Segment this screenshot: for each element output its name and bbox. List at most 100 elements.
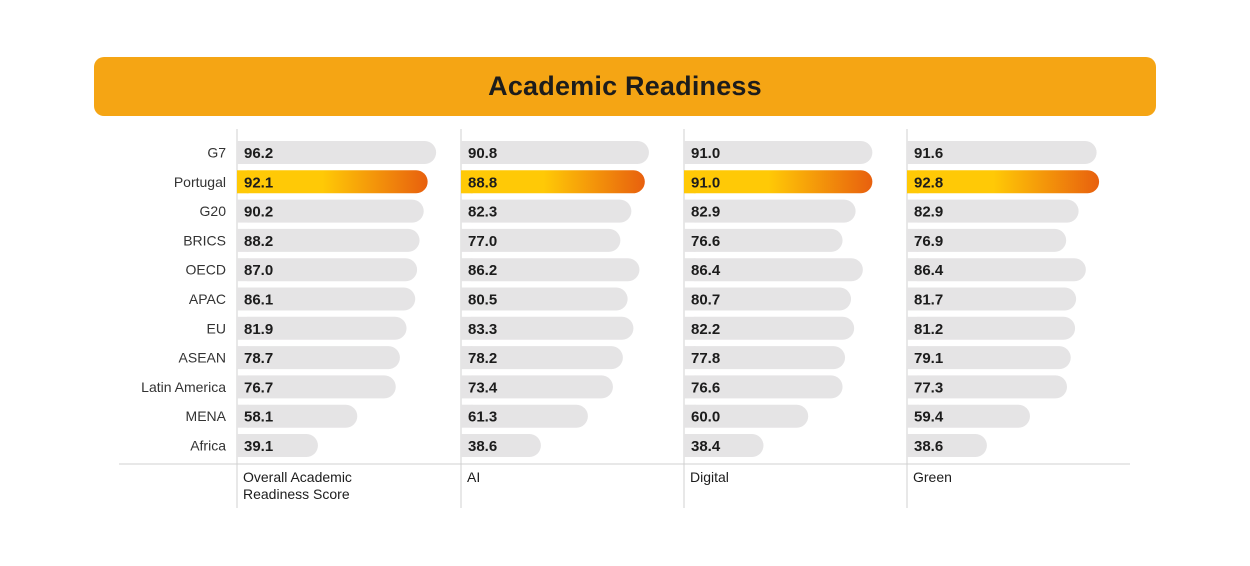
bar	[907, 404, 1030, 428]
bar-left-cap	[461, 258, 473, 282]
bar	[461, 375, 613, 399]
bar-left-cap	[907, 170, 919, 194]
title-banner: Academic Readiness	[94, 57, 1156, 116]
value-label: 76.9	[914, 233, 943, 250]
bar	[237, 375, 396, 399]
value-label: 81.2	[914, 321, 943, 338]
value-label: 38.6	[914, 438, 943, 455]
value-label: 82.2	[691, 321, 720, 338]
bar	[907, 346, 1071, 370]
value-label: 88.2	[244, 233, 273, 250]
value-label: 38.6	[468, 438, 497, 455]
value-label: 76.6	[691, 233, 720, 250]
value-label: 92.1	[244, 174, 273, 191]
bar-left-cap	[684, 346, 696, 370]
bar	[907, 228, 1067, 252]
value-label: 76.6	[691, 379, 720, 396]
value-label: 92.8	[914, 174, 943, 191]
bar-left-cap	[237, 228, 249, 252]
bar	[684, 346, 846, 370]
bar-highlight	[237, 170, 428, 194]
bar	[237, 404, 358, 428]
bar	[461, 404, 588, 428]
value-label: 83.3	[468, 321, 497, 338]
value-label: 81.9	[244, 321, 273, 338]
bar-left-cap	[237, 258, 249, 282]
bar-left-cap	[461, 199, 473, 223]
bar	[684, 404, 809, 428]
bar-left-cap	[237, 375, 249, 399]
bar-left-cap	[684, 434, 696, 457]
value-label: 38.4	[691, 438, 721, 455]
bar-left-cap	[907, 404, 919, 428]
bar	[907, 258, 1086, 282]
value-label: 86.1	[244, 292, 273, 309]
value-label: 80.7	[691, 292, 720, 309]
bar	[461, 199, 632, 223]
bar	[237, 434, 318, 457]
bar-left-cap	[237, 141, 249, 164]
chart-title: Academic Readiness	[488, 71, 762, 101]
category-label: Portugal	[174, 174, 226, 190]
bar	[684, 287, 852, 311]
bar-left-cap	[461, 375, 473, 399]
bar-left-cap	[237, 287, 249, 311]
value-label: 82.3	[468, 204, 497, 221]
value-label: 91.0	[691, 174, 720, 191]
value-label: 87.0	[244, 262, 273, 279]
value-label: 79.1	[914, 350, 943, 367]
value-label: 60.0	[691, 409, 720, 426]
value-label: 78.7	[244, 350, 273, 367]
bar	[684, 375, 843, 399]
bar	[237, 346, 400, 370]
bar-left-cap	[907, 375, 919, 399]
bar	[684, 258, 863, 282]
bar	[907, 434, 987, 457]
category-label: G7	[207, 145, 226, 161]
bar-highlight	[684, 170, 873, 194]
bar	[907, 199, 1079, 223]
bar	[684, 434, 764, 457]
value-label: 78.2	[468, 350, 497, 367]
bar-left-cap	[684, 316, 696, 340]
bar-left-cap	[237, 170, 249, 194]
bar-left-cap	[237, 316, 249, 340]
bar-left-cap	[907, 346, 919, 370]
panel-name: Green	[913, 469, 952, 485]
bar-left-cap	[907, 287, 919, 311]
value-label: 82.9	[691, 204, 720, 221]
category-label: EU	[207, 320, 226, 336]
value-label: 82.9	[914, 204, 943, 221]
category-label: OECD	[186, 262, 226, 278]
bar	[461, 141, 649, 164]
bar	[907, 316, 1076, 340]
bar-highlight	[461, 170, 645, 194]
bar-left-cap	[237, 434, 249, 457]
bar-left-cap	[237, 199, 249, 223]
panel-name: AI	[467, 469, 480, 485]
bar	[237, 287, 416, 311]
bar-left-cap	[684, 199, 696, 223]
value-label: 73.4	[468, 379, 498, 396]
value-label: 61.3	[468, 409, 497, 426]
value-label: 77.3	[914, 379, 943, 396]
bar-left-cap	[461, 316, 473, 340]
bar-left-cap	[461, 287, 473, 311]
bar-left-cap	[684, 375, 696, 399]
panel-name: Overall Academic Readiness Score	[243, 469, 352, 502]
value-label: 76.7	[244, 379, 273, 396]
bar	[907, 375, 1068, 399]
bar	[907, 141, 1097, 164]
bar-left-cap	[461, 404, 473, 428]
value-label: 77.0	[468, 233, 497, 250]
bar	[461, 258, 640, 282]
bar-left-cap	[461, 170, 473, 194]
value-label: 96.2	[244, 145, 273, 162]
value-label: 91.6	[914, 145, 943, 162]
bar-left-cap	[684, 287, 696, 311]
value-label: 58.1	[244, 409, 273, 426]
value-label: 81.7	[914, 292, 943, 309]
bar-left-cap	[907, 434, 919, 457]
value-label: 86.4	[691, 262, 721, 279]
